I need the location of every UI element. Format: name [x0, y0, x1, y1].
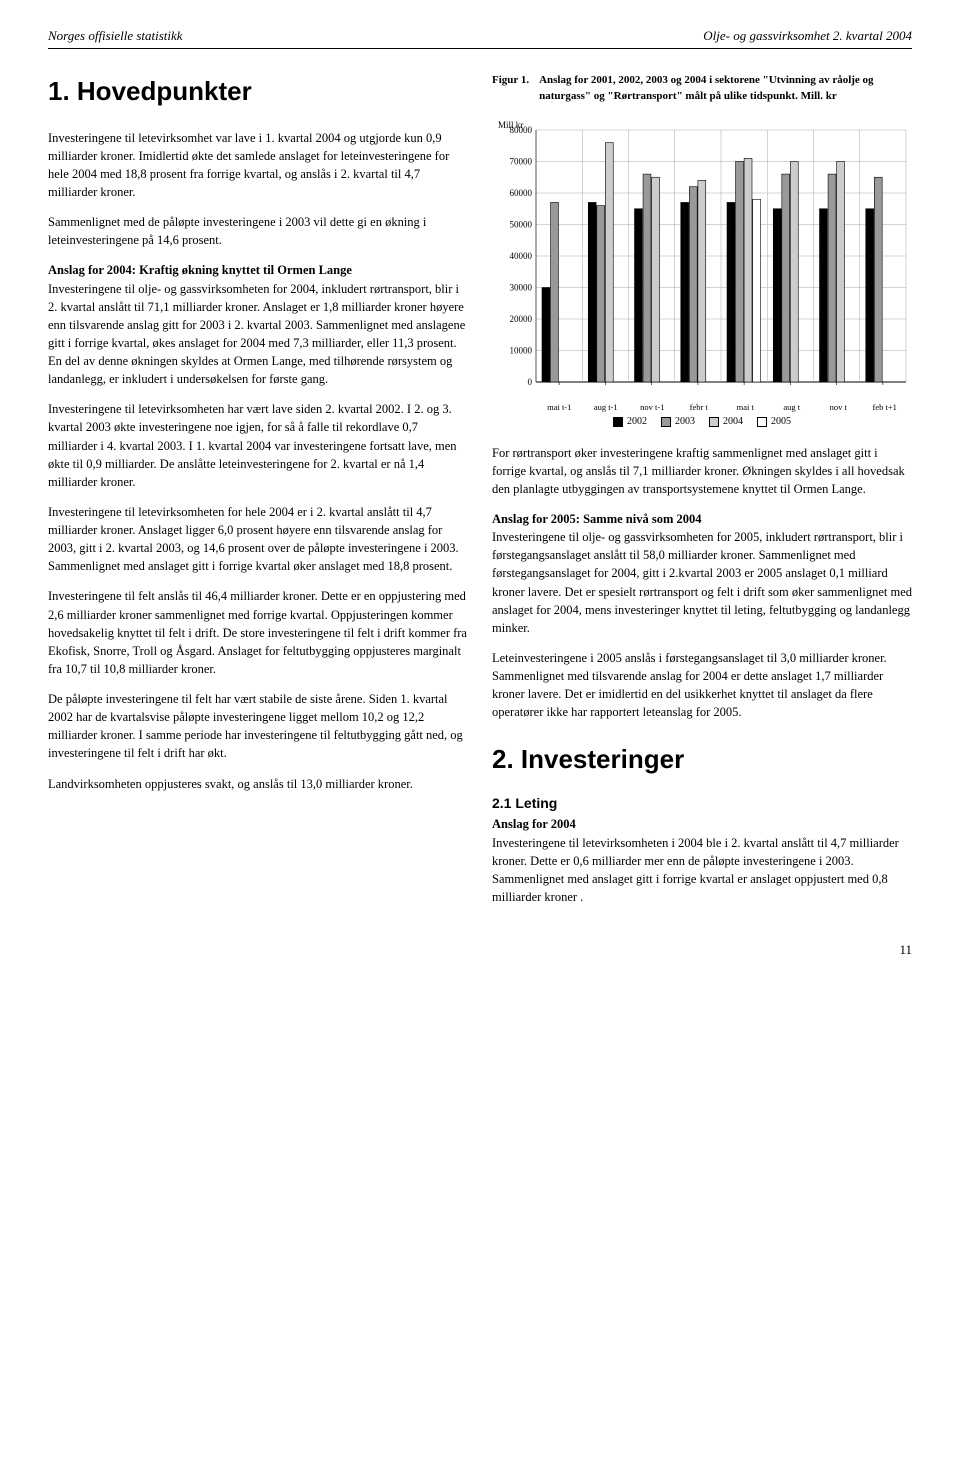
chart-x-label: aug t: [769, 401, 816, 413]
section-2-heading: 2. Investeringer: [492, 741, 912, 779]
svg-text:30000: 30000: [510, 282, 533, 292]
paragraph: Investeringene til letevirksomheten har …: [48, 400, 468, 491]
chart-x-label: nov t-1: [629, 401, 676, 413]
paragraph-body: Investeringene til letevirksomheten i 20…: [492, 836, 899, 904]
paragraph: Landvirksomheten oppjusteres svakt, og a…: [48, 775, 468, 793]
legend-item: 2003: [661, 415, 695, 430]
legend-item: 2002: [613, 415, 647, 430]
figure-title: Anslag for 2001, 2002, 2003 og 2004 i se…: [539, 73, 912, 105]
bar-chart: Mill kr010000200003000040000500006000070…: [492, 111, 912, 401]
two-column-layout: 1. Hovedpunkter Investeringene til letev…: [48, 73, 912, 918]
paragraph: Investeringene til letevirksomheten for …: [48, 503, 468, 576]
paragraph-body: Investeringene til olje- og gassvirksomh…: [48, 282, 465, 387]
paragraph: De påløpte investeringene til felt har v…: [48, 690, 468, 763]
figure-1: Figur 1. Anslag for 2001, 2002, 2003 og …: [492, 73, 912, 430]
legend-swatch: [757, 417, 767, 427]
left-column: 1. Hovedpunkter Investeringene til letev…: [48, 73, 468, 918]
svg-text:60000: 60000: [510, 188, 533, 198]
legend-swatch: [709, 417, 719, 427]
chart-x-label: nov t: [815, 401, 862, 413]
legend-item: 2005: [757, 415, 791, 430]
svg-text:70000: 70000: [510, 156, 533, 166]
svg-text:20000: 20000: [510, 314, 533, 324]
chart-x-label: feb t+1: [862, 401, 909, 413]
right-column: Figur 1. Anslag for 2001, 2002, 2003 og …: [492, 73, 912, 918]
legend-label: 2004: [723, 415, 743, 430]
figure-label: Figur 1.: [492, 73, 529, 105]
section-1-heading: 1. Hovedpunkter: [48, 73, 468, 111]
page-number: 11: [48, 942, 912, 958]
header-right: Olje- og gassvirksomhet 2. kvartal 2004: [703, 28, 912, 44]
chart-x-labels: mai t-1aug t-1nov t-1febr tmai taug tnov…: [492, 401, 912, 413]
chart-x-label: febr t: [676, 401, 723, 413]
sub-heading: Anslag for 2004: [492, 815, 912, 833]
paragraph: Leteinvesteringene i 2005 anslås i først…: [492, 649, 912, 722]
svg-text:80000: 80000: [510, 125, 533, 135]
paragraph: Investeringene til letevirksomhet var la…: [48, 129, 468, 202]
legend-label: 2003: [675, 415, 695, 430]
legend-item: 2004: [709, 415, 743, 430]
legend-label: 2002: [627, 415, 647, 430]
paragraph: Anslag for 2004: Kraftig økning knyttet …: [48, 261, 468, 388]
legend-swatch: [613, 417, 623, 427]
chart-svg: Mill kr010000200003000040000500006000070…: [492, 111, 912, 401]
svg-text:0: 0: [528, 377, 533, 387]
paragraph: Anslag for 2004 Investeringene til letev…: [492, 815, 912, 906]
paragraph: Sammenlignet med de påløpte investeringe…: [48, 213, 468, 249]
svg-text:40000: 40000: [510, 251, 533, 261]
chart-x-label: aug t-1: [583, 401, 630, 413]
sub-heading: Anslag for 2005: Samme nivå som 2004: [492, 510, 912, 528]
chart-legend: 2002 2003 2004 2005: [492, 415, 912, 430]
header-left: Norges offisielle statistikk: [48, 28, 183, 44]
sub-heading: Anslag for 2004: Kraftig økning knyttet …: [48, 261, 468, 279]
paragraph-body: Investeringene til olje- og gassvirksomh…: [492, 530, 912, 635]
chart-x-label: mai t-1: [536, 401, 583, 413]
legend-swatch: [661, 417, 671, 427]
page-header: Norges offisielle statistikk Olje- og ga…: [48, 28, 912, 49]
paragraph: For rørtransport øker investeringene kra…: [492, 444, 912, 498]
paragraph: Anslag for 2005: Samme nivå som 2004 Inv…: [492, 510, 912, 637]
paragraph: Investeringene til felt anslås til 46,4 …: [48, 587, 468, 678]
svg-text:50000: 50000: [510, 219, 533, 229]
subsection-heading: 2.1 Leting: [492, 793, 912, 813]
legend-label: 2005: [771, 415, 791, 430]
figure-caption: Figur 1. Anslag for 2001, 2002, 2003 og …: [492, 73, 912, 105]
svg-text:10000: 10000: [510, 345, 533, 355]
chart-x-label: mai t: [722, 401, 769, 413]
